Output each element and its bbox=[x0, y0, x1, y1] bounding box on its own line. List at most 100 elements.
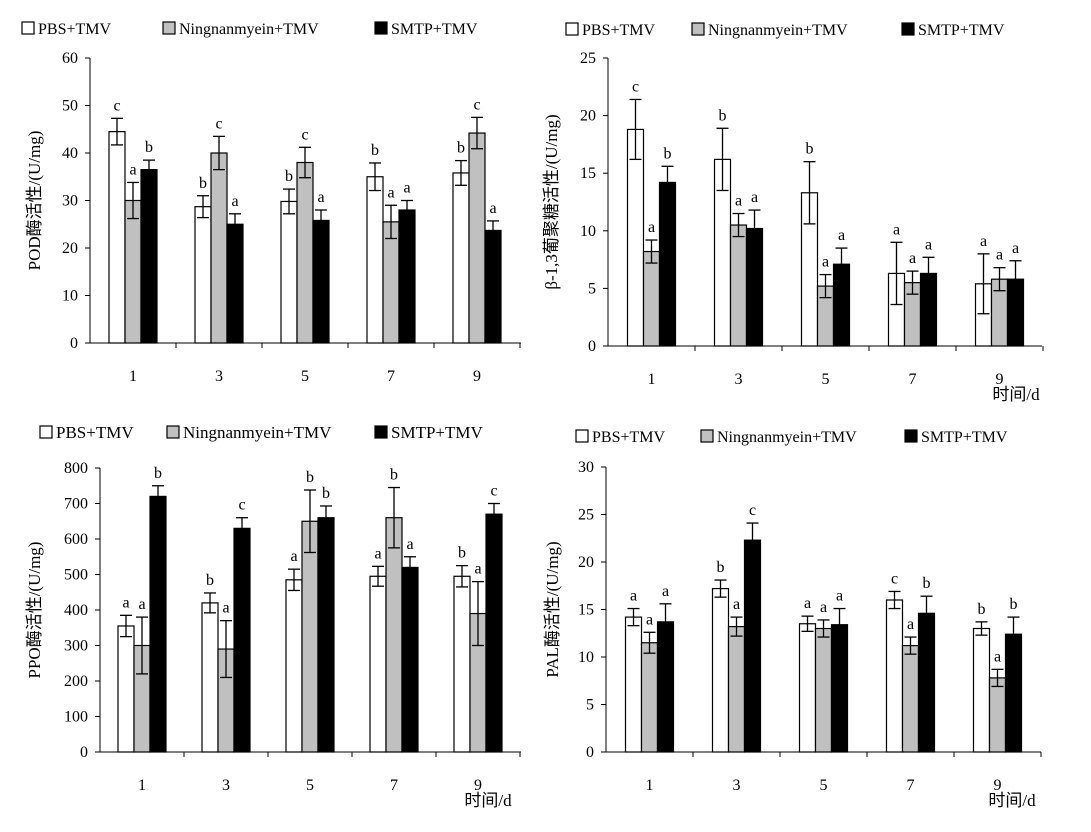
significance-label: c bbox=[891, 570, 898, 587]
x-tick-label: 5 bbox=[820, 777, 828, 794]
legend-label: SMTP+TMV bbox=[391, 423, 483, 442]
significance-label: b bbox=[806, 141, 814, 158]
significance-label: c bbox=[113, 97, 120, 114]
bar bbox=[117, 625, 135, 753]
y-axis-label: PPO酶活性/(U/mg) bbox=[25, 542, 44, 679]
significance-label: a bbox=[907, 616, 914, 633]
bar bbox=[988, 677, 1007, 753]
bar bbox=[453, 575, 471, 753]
bar bbox=[814, 627, 833, 753]
significance-label: b bbox=[719, 107, 727, 124]
bar bbox=[624, 616, 643, 753]
legend-swatch bbox=[575, 429, 589, 443]
x-tick-label: 9 bbox=[474, 777, 482, 794]
y-tick-label: 0 bbox=[80, 744, 88, 761]
y-tick-label: 0 bbox=[70, 335, 78, 352]
significance-label: b bbox=[206, 572, 214, 589]
significance-label: c bbox=[749, 502, 756, 519]
bar bbox=[484, 229, 502, 344]
legend-swatch bbox=[691, 22, 705, 36]
significance-label: c bbox=[473, 96, 480, 113]
significance-label: b bbox=[458, 545, 466, 562]
bar bbox=[452, 172, 470, 344]
bar bbox=[743, 539, 762, 753]
x-tick-label: 7 bbox=[390, 777, 398, 794]
legend-label: PBS+TMV bbox=[592, 429, 665, 446]
significance-label: b bbox=[390, 467, 398, 484]
significance-label: a bbox=[820, 599, 827, 616]
y-tick-label: 0 bbox=[586, 744, 594, 761]
significance-label: a bbox=[733, 596, 740, 613]
x-tick-label: 3 bbox=[733, 777, 741, 794]
legend-label: SMTP+TMV bbox=[391, 21, 478, 38]
bar bbox=[124, 199, 142, 344]
y-tick-label: 30 bbox=[578, 459, 594, 476]
x-tick-label: 5 bbox=[301, 368, 309, 385]
bar bbox=[656, 621, 675, 753]
significance-label: a bbox=[925, 236, 932, 253]
significance-label: a bbox=[662, 583, 669, 600]
bar bbox=[642, 250, 661, 347]
legend-label: PBS+TMV bbox=[582, 22, 655, 39]
y-tick-label: 5 bbox=[588, 280, 596, 297]
bar bbox=[149, 495, 167, 753]
bar bbox=[382, 221, 400, 344]
x-tick-label: 3 bbox=[222, 777, 230, 794]
significance-label: a bbox=[822, 254, 829, 271]
bar bbox=[830, 624, 849, 753]
legend-swatch bbox=[901, 22, 915, 36]
bar bbox=[140, 169, 158, 344]
y-tick-label: 20 bbox=[580, 108, 596, 125]
bar bbox=[385, 517, 403, 753]
x-tick-label: 7 bbox=[387, 368, 395, 385]
legend-swatch bbox=[374, 425, 388, 439]
y-tick-label: 200 bbox=[64, 673, 88, 690]
y-tick-label: 15 bbox=[578, 602, 594, 619]
legend-label: Ningnanmyein+TMV bbox=[708, 22, 848, 39]
bar bbox=[312, 219, 330, 344]
x-tick-label: 5 bbox=[822, 371, 830, 388]
bar bbox=[301, 520, 319, 753]
significance-label: a bbox=[122, 594, 129, 611]
legend-label: Ningnanmyein+TMV bbox=[183, 423, 332, 442]
bar bbox=[485, 513, 503, 753]
bar bbox=[901, 644, 920, 753]
significance-label: c bbox=[215, 115, 222, 132]
legend-swatch bbox=[374, 21, 388, 35]
significance-label: a bbox=[1012, 240, 1019, 257]
significance-label: a bbox=[751, 189, 758, 206]
y-tick-label: 300 bbox=[64, 638, 88, 655]
y-tick-label: 25 bbox=[578, 507, 594, 524]
x-tick-label: 9 bbox=[996, 371, 1004, 388]
bar bbox=[972, 627, 991, 753]
significance-label: a bbox=[909, 250, 916, 267]
significance-label: b bbox=[371, 142, 379, 159]
significance-label: b bbox=[145, 139, 153, 156]
bar bbox=[233, 527, 251, 753]
y-tick-label: 50 bbox=[62, 98, 78, 115]
y-tick-label: 10 bbox=[578, 649, 594, 666]
bar bbox=[108, 131, 126, 344]
significance-label: b bbox=[457, 140, 465, 157]
bar bbox=[317, 517, 335, 753]
bar bbox=[369, 575, 387, 753]
bar bbox=[296, 161, 314, 344]
y-tick-label: 60 bbox=[62, 50, 78, 67]
bar bbox=[210, 152, 228, 344]
y-tick-label: 700 bbox=[64, 496, 88, 513]
y-tick-label: 10 bbox=[580, 223, 596, 240]
legend-label: PBS+TMV bbox=[38, 21, 111, 38]
y-axis-label: β-1,3葡聚糖活性/(U/mg) bbox=[542, 114, 561, 289]
significance-label: a bbox=[893, 221, 900, 238]
x-tick-label: 3 bbox=[735, 371, 743, 388]
y-tick-label: 800 bbox=[64, 460, 88, 477]
significance-label: c bbox=[238, 497, 245, 514]
significance-label: a bbox=[222, 600, 229, 617]
bar bbox=[280, 200, 298, 344]
legend-swatch bbox=[39, 425, 53, 439]
significance-label: a bbox=[406, 536, 413, 553]
y-tick-label: 5 bbox=[586, 697, 594, 714]
legend-label: SMTP+TMV bbox=[918, 22, 1005, 39]
